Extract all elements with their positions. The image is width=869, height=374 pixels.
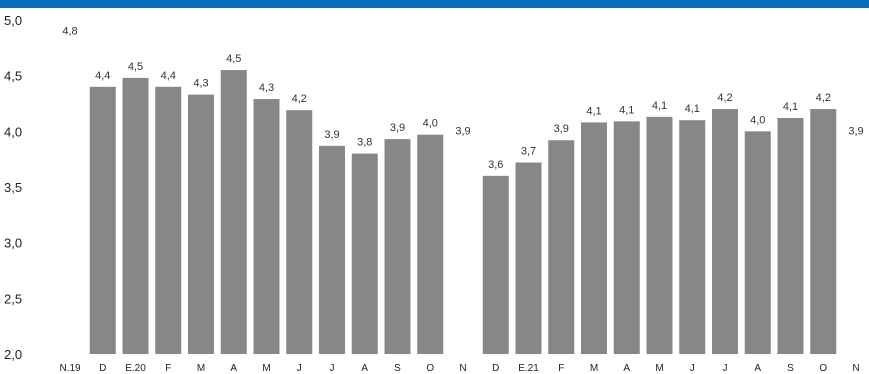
x-tick-label: E.20 <box>125 363 146 374</box>
data-label: 4,1 <box>619 104 634 116</box>
data-label: 4,3 <box>193 78 208 90</box>
bar <box>417 134 444 354</box>
x-tick-label: J <box>723 363 728 374</box>
bar <box>613 121 640 355</box>
x-tick-label: S <box>394 363 401 374</box>
x-tick-label: D <box>99 363 106 374</box>
data-label: 3,9 <box>848 125 863 137</box>
data-label: 4,1 <box>685 103 700 115</box>
data-label: 4,8 <box>62 25 77 37</box>
x-tick-label: J <box>330 363 335 374</box>
bar <box>155 86 182 355</box>
bar <box>548 140 575 354</box>
x-tick-label: N.19 <box>59 363 81 374</box>
x-tick-label: O <box>819 363 827 374</box>
y-tick-label: 4,5 <box>4 69 22 84</box>
bar <box>89 86 116 355</box>
bar <box>777 117 804 355</box>
data-label: 3,9 <box>324 129 339 141</box>
x-tick-label: A <box>230 363 237 374</box>
y-tick-label: 2,0 <box>4 347 22 362</box>
y-tick-label: 5,0 <box>4 13 22 28</box>
data-label: 4,1 <box>783 101 798 113</box>
data-label: 4,2 <box>816 92 831 104</box>
data-label: 4,5 <box>128 61 143 73</box>
data-label: 3,8 <box>357 137 372 149</box>
x-tick-label: A <box>361 363 368 374</box>
top-accent-bar <box>0 0 869 8</box>
bar <box>482 175 509 354</box>
x-tick-label: M <box>590 363 598 374</box>
data-label: 4,1 <box>586 105 601 117</box>
x-tick-label: A <box>623 363 630 374</box>
x-tick-label: M <box>262 363 270 374</box>
bar <box>220 70 247 354</box>
data-label: 3,7 <box>521 146 536 158</box>
data-label: 3,9 <box>390 122 405 134</box>
x-tick-label: E.21 <box>518 363 539 374</box>
x-tick-label: M <box>655 363 663 374</box>
bar <box>351 153 378 354</box>
data-label: 4,3 <box>259 82 274 94</box>
data-label: 4,5 <box>226 53 241 65</box>
data-label: 4,0 <box>750 114 765 126</box>
y-tick-label: 3,5 <box>4 180 22 195</box>
x-tick-label: O <box>426 363 434 374</box>
bar <box>646 116 673 354</box>
x-tick-label: A <box>754 363 761 374</box>
x-tick-label: S <box>787 363 794 374</box>
x-tick-label: D <box>492 363 499 374</box>
y-tick-label: 3,0 <box>4 236 22 251</box>
bar <box>122 77 149 354</box>
data-label: 3,9 <box>554 123 569 135</box>
data-label: 4,0 <box>423 118 438 130</box>
x-tick-label: F <box>558 363 564 374</box>
bar <box>712 109 738 354</box>
x-tick-label: N <box>459 363 466 374</box>
x-tick-label: F <box>165 363 171 374</box>
y-tick-label: 2,5 <box>4 291 22 306</box>
data-label: 4,2 <box>292 93 307 105</box>
bar <box>188 94 214 355</box>
bar <box>810 109 837 354</box>
bar <box>581 122 607 354</box>
data-label: 4,1 <box>652 100 667 112</box>
x-tick-label: J <box>690 363 695 374</box>
x-tick-label: J <box>297 363 302 374</box>
bar <box>679 120 706 354</box>
bar <box>744 131 771 354</box>
bar <box>515 162 542 354</box>
data-label: 3,6 <box>488 159 503 171</box>
x-tick-label: N <box>852 363 859 374</box>
data-label: 4,4 <box>161 70 176 82</box>
data-label: 4,2 <box>717 92 732 104</box>
x-tick-label: M <box>197 363 205 374</box>
y-tick-label: 4,0 <box>4 124 22 139</box>
bar <box>286 110 313 355</box>
bar <box>384 139 411 354</box>
bar <box>253 99 280 355</box>
data-label: 3,9 <box>455 125 470 137</box>
bar <box>319 145 345 354</box>
data-label: 4,4 <box>95 70 110 82</box>
